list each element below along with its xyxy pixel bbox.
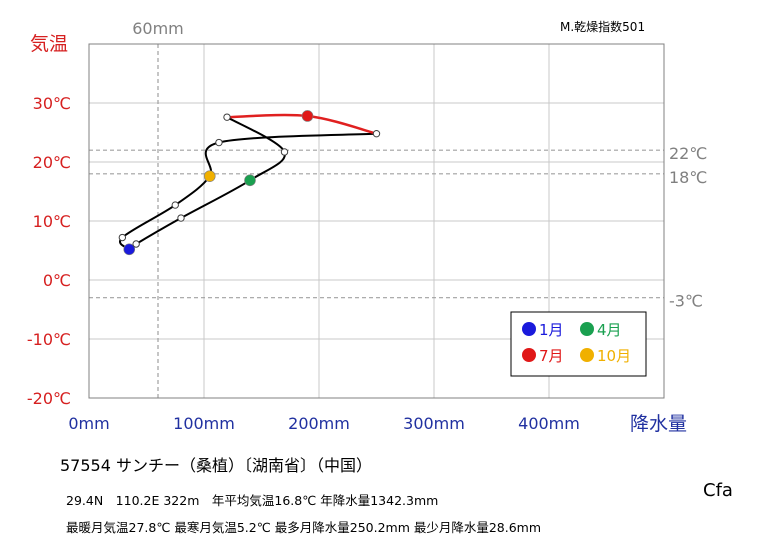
station-info-line-2: 最暖月気温27.8℃ 最寒月気温5.2℃ 最多月降水量250.2mm 最少月降水…: [66, 520, 542, 535]
x-tick-label: 100mm: [173, 414, 235, 433]
y-tick-label: 30℃: [33, 94, 71, 113]
y-tick-label: 20℃: [33, 153, 71, 172]
legend-label: 7月: [539, 347, 564, 365]
legend-marker: [522, 348, 536, 362]
precip-reference-label: 60mm: [132, 19, 184, 38]
legend-label: 4月: [597, 321, 622, 339]
x-tick-label: 0mm: [68, 414, 109, 433]
aridity-index-label: M.乾燥指数501: [560, 19, 645, 34]
temp-reference-label: -3℃: [669, 292, 703, 311]
plot-frame: [88, 43, 665, 399]
month-marker: [372, 129, 381, 138]
station-title: 57554 サンチー（桑植）〔湖南省〕（中国）: [60, 456, 372, 475]
y-tick-label: 10℃: [33, 212, 71, 231]
legend-marker: [522, 322, 536, 336]
axis-labels-layer: -20℃ -10℃ 0℃ 10℃ 20℃ 30℃ 0mm 100mm 200mm 300mm 400…: [27, 94, 580, 433]
legend-marker: [580, 322, 594, 336]
reference-lines-layer: 60mm 22℃ 18℃ -3℃: [89, 19, 707, 398]
x-tick-label: 400mm: [518, 414, 580, 433]
temp-reference-label: 22℃: [669, 144, 707, 163]
y-axis-label: 気温: [30, 33, 68, 55]
month-marker: [223, 113, 231, 121]
legend-label: 1月: [539, 321, 564, 339]
station-info-line-1: 29.4N 110.2E 322m 年平均気温16.8℃ 年降水量1342.3m…: [66, 493, 439, 508]
month-marker: [215, 138, 223, 147]
legend-box: [510, 311, 647, 377]
month-marker: [132, 240, 140, 248]
grid-layer: [89, 44, 664, 398]
y-tick-label: 0℃: [43, 271, 71, 290]
koppen-class: Cfa: [703, 480, 733, 501]
x-tick-label: 200mm: [288, 414, 350, 433]
y-tick-label: -10℃: [27, 330, 71, 349]
x-tick-label: 300mm: [403, 414, 465, 433]
month-markers-layer: [118, 110, 381, 256]
legend: 1月 4月 7月 10月: [510, 311, 647, 377]
month-marker: [171, 201, 179, 209]
month-marker-highlight: [123, 243, 136, 256]
month-marker: [118, 233, 127, 242]
summer-line-segment: [226, 113, 377, 135]
month-marker-highlight: [203, 170, 216, 182]
y-tick-label: -20℃: [27, 389, 71, 408]
legend-marker: [580, 348, 594, 362]
x-axis-label: 降水量: [630, 413, 687, 435]
month-marker: [280, 148, 289, 156]
legend-label: 10月: [597, 347, 631, 365]
temp-reference-label: 18℃: [669, 168, 707, 187]
month-marker-highlight: [301, 110, 314, 122]
month-marker-highlight: [244, 174, 256, 187]
legend-items: 1月 4月 7月 10月: [522, 321, 631, 365]
month-marker: [177, 214, 185, 222]
